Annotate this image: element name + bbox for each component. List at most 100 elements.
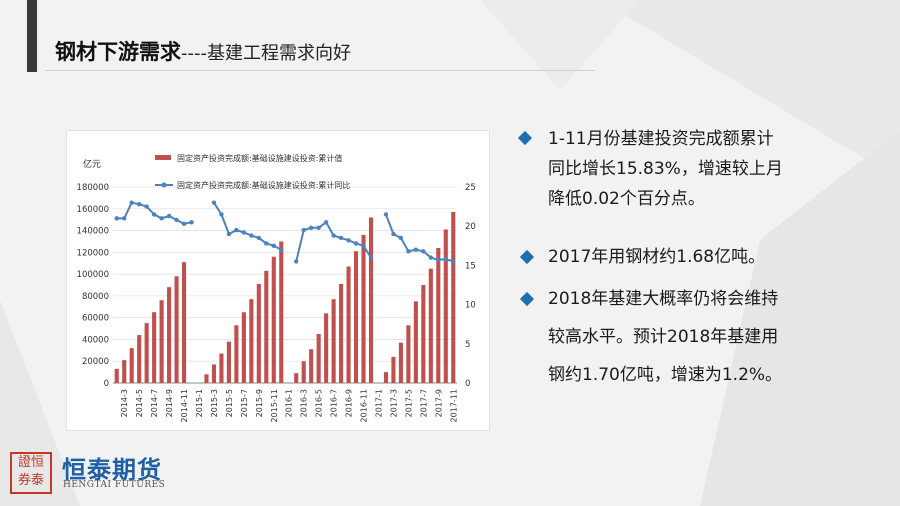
bar — [339, 283, 344, 383]
line-point — [151, 212, 157, 217]
x-tick-label: 2014-11 — [180, 389, 189, 422]
y2-tick-label: 5 — [465, 340, 470, 350]
bar — [219, 353, 224, 383]
bar — [271, 256, 276, 383]
legend-line-label: 固定资产投资完成额:基础设施建设投资:累计同比 — [177, 180, 350, 190]
title-accent-bar — [27, 0, 37, 72]
line-point — [226, 231, 232, 237]
line-point — [166, 213, 172, 219]
x-tick-label: 2017-7 — [419, 389, 428, 417]
bar — [174, 276, 179, 383]
bar — [159, 300, 164, 383]
title-main: 钢材下游需求 — [55, 40, 181, 64]
bar — [383, 372, 389, 383]
line-point — [279, 247, 284, 252]
y-axis-label: 亿元 — [83, 158, 101, 170]
line-point — [398, 235, 404, 241]
title-underline — [45, 70, 595, 71]
legend-bar-label: 固定资产投资完成额:基础设施建设投资:累计值 — [177, 153, 342, 163]
line-point — [114, 216, 119, 221]
bar — [428, 268, 433, 383]
page-title: 钢材下游需求----基建工程需求向好 — [55, 36, 351, 66]
x-tick-label: 2015-7 — [240, 389, 249, 417]
line-point — [406, 249, 411, 254]
y2-tick-label: 25 — [465, 183, 476, 193]
line-point — [264, 241, 269, 246]
line-point — [301, 227, 306, 233]
line-point — [323, 220, 329, 225]
line-point — [346, 238, 351, 243]
y-tick-label: 60000 — [82, 314, 109, 324]
bar — [451, 212, 456, 383]
y-tick-label: 40000 — [82, 335, 109, 345]
logo-name: 恒泰期货 — [62, 456, 162, 484]
y2-tick-label: 15 — [465, 261, 476, 271]
bar — [226, 341, 231, 383]
bar — [114, 368, 119, 383]
bar — [152, 312, 157, 383]
bar — [144, 323, 149, 383]
y2-tick-label: 10 — [465, 301, 476, 311]
bar — [211, 364, 217, 383]
logo-seal-icon: 證恒 券泰 — [10, 452, 52, 494]
bullet-1-line-1: 1-11月份基建投资完成额累计 — [548, 129, 774, 149]
x-tick-label: 2016-3 — [300, 389, 309, 417]
line-point — [144, 204, 149, 209]
bar — [316, 334, 321, 383]
bar — [256, 283, 261, 383]
y2-tick-label: 20 — [465, 222, 476, 232]
line-point — [368, 255, 374, 260]
bar — [361, 234, 366, 383]
bullet-3-line-3: 钢约1.70亿吨，增速为1.2%。 — [548, 365, 783, 385]
line-point — [413, 247, 419, 252]
bar — [353, 251, 359, 383]
bar — [122, 360, 127, 383]
line-point — [421, 249, 426, 254]
seal-line-2: 券泰 — [17, 473, 44, 488]
line-point — [271, 243, 276, 248]
bar — [324, 313, 329, 383]
x-tick-label: 2016-11 — [360, 389, 369, 422]
line-point — [308, 225, 314, 230]
bullet-1-line-3: 降低0.02个百分点。 — [548, 189, 705, 209]
line-point — [249, 233, 254, 238]
line-point — [331, 233, 336, 238]
bullet-3-line-2: 较高水平。预计2018年基建用 — [548, 327, 779, 347]
bar — [234, 325, 239, 383]
x-tick-label: 2017-3 — [389, 389, 398, 417]
x-tick-label: 2014-3 — [120, 389, 129, 417]
y-tick-label: 100000 — [77, 270, 109, 280]
x-tick-label: 2015-11 — [270, 389, 279, 422]
y-tick-label: 160000 — [77, 205, 109, 215]
y-tick-label: 140000 — [77, 227, 109, 237]
line-point — [256, 235, 262, 241]
bar — [331, 299, 336, 383]
line-point — [353, 241, 359, 246]
bar — [294, 373, 299, 383]
x-tick-label: 2014-9 — [165, 389, 174, 417]
x-tick-label: 2015-5 — [225, 389, 234, 417]
bar — [391, 356, 396, 383]
line-point — [443, 256, 448, 262]
x-tick-label: 2017-1 — [374, 389, 383, 417]
line-series — [295, 220, 372, 262]
bullet-3-line-1: 2018年基建大概率仍将会维持 — [548, 289, 779, 309]
title-sub: ----基建工程需求向好 — [181, 43, 351, 64]
x-tick-label: 2015-1 — [195, 389, 204, 417]
line-point — [294, 259, 299, 264]
bar — [398, 342, 403, 383]
bar — [137, 335, 142, 383]
line-point — [338, 235, 344, 241]
line-series — [385, 214, 454, 263]
x-tick-label: 2017-9 — [434, 389, 443, 417]
bar — [436, 247, 441, 383]
y2-tick-label: 0 — [465, 379, 470, 389]
bar — [129, 348, 134, 383]
line-point — [181, 221, 187, 227]
x-tick-label: 2014-5 — [135, 389, 144, 417]
x-tick-label: 2017-5 — [404, 389, 413, 417]
x-tick-label: 2016-1 — [285, 389, 294, 417]
x-tick-label: 2015-9 — [255, 389, 264, 417]
line-series — [213, 202, 282, 251]
